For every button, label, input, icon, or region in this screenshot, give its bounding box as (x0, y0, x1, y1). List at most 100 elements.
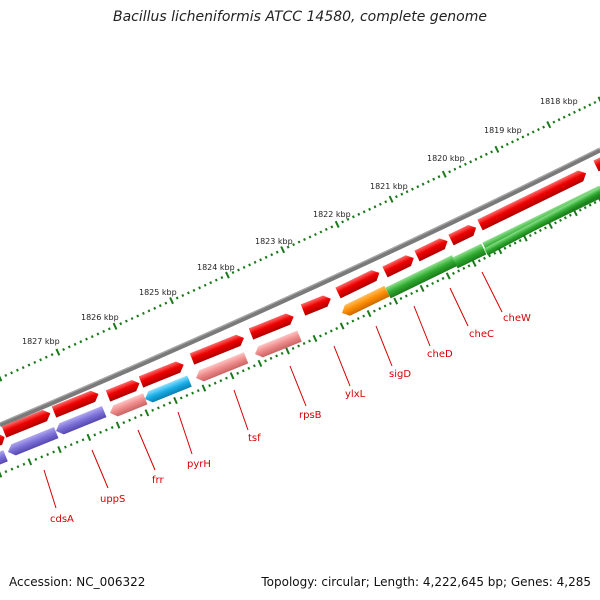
lower-scale-minor-tick (324, 331, 328, 336)
genome-backbone (0, 147, 600, 428)
scale-minor-tick (357, 212, 361, 216)
lower-scale-minor-tick (275, 354, 279, 358)
gene-reverse-cheD[interactable] (385, 255, 458, 299)
gene-reverse-cdsA[interactable] (0, 450, 8, 466)
lower-scale-minor-tick (151, 408, 155, 412)
gene-reverse-sigD[interactable] (339, 285, 390, 319)
gene-forward-14[interactable] (593, 156, 600, 172)
gene-forward-2[interactable] (1, 408, 53, 438)
lower-scale-minor-tick (488, 254, 492, 258)
scale-minor-tick (136, 314, 140, 318)
gene-reverse-cdsA-body[interactable] (6, 426, 59, 458)
lower-scale-minor-tick (241, 369, 245, 373)
lower-scale-minor-tick (269, 356, 273, 360)
scale-minor-tick (231, 270, 235, 275)
gene-label-frr[interactable]: frr (152, 475, 164, 486)
lower-scale-minor-tick (543, 226, 547, 230)
lower-scale-minor-tick (583, 206, 587, 210)
scale-minor-tick (583, 105, 587, 109)
gene-forward-3[interactable] (51, 388, 101, 418)
gene-reverse-uppS[interactable] (54, 405, 107, 437)
scale-major-tick (546, 121, 552, 129)
scale-minor-tick (39, 358, 43, 362)
scale-minor-tick (552, 120, 556, 124)
gene-label-sigD[interactable]: sigD (389, 369, 411, 380)
gene-label-rpsB[interactable]: rpsB (299, 410, 322, 421)
scale-minor-tick (400, 192, 404, 196)
lower-scale-minor-tick (196, 389, 200, 393)
scale-minor-tick (384, 200, 388, 204)
scale-minor-tick (44, 355, 48, 359)
scale-minor-tick (130, 317, 134, 321)
gene-label-ylxL[interactable]: ylxL (345, 389, 366, 400)
scale-minor-tick (405, 190, 409, 194)
gene-label-cheC[interactable]: cheC (469, 329, 494, 340)
gene-forward-7[interactable] (248, 311, 296, 340)
lower-scale-minor-tick (508, 244, 512, 248)
gene-label-uppS[interactable]: uppS (100, 494, 125, 505)
scale-minor-tick (562, 115, 566, 119)
scale-minor-tick (531, 130, 535, 134)
gene-reverse-tsf[interactable] (194, 352, 249, 383)
scale-major-tick (55, 348, 61, 356)
lower-scale-minor-tick (503, 246, 507, 250)
gene-reverse-pyrH[interactable] (143, 375, 192, 404)
gene-label-leaders (43, 271, 503, 509)
lower-scale-minor-tick (452, 271, 455, 275)
gene-reverse-cheW-lower[interactable] (484, 187, 600, 256)
gene-label-pyrH[interactable]: pyrH (187, 459, 211, 470)
gene-label-cheW[interactable]: cheW (503, 313, 531, 324)
lower-scale-minor-tick (185, 393, 189, 398)
lower-scale-minor-tick (46, 453, 50, 456)
lower-scale-minor-tick (477, 259, 481, 263)
forward-strand-genes (0, 156, 600, 447)
gene-forward-4[interactable] (105, 378, 142, 402)
lower-scale-minor-tick (34, 457, 38, 461)
lower-scale-minor-tick (133, 416, 137, 420)
scale-minor-tick (426, 180, 430, 184)
lower-scale-minor-tick (40, 455, 44, 459)
lower-scale-minor-tick (399, 296, 403, 301)
scale-minor-tick (181, 293, 185, 298)
lower-scale-major-tick (144, 409, 150, 417)
lower-scale-minor-tick (16, 465, 20, 469)
gene-forward-11[interactable] (414, 236, 450, 262)
lower-scale-minor-tick (208, 384, 212, 388)
lower-scale-minor-tick (236, 371, 240, 375)
gene-forward-9[interactable] (335, 267, 382, 299)
gene-label-tsf[interactable]: tsf (248, 433, 261, 444)
scale-major-tick (112, 322, 118, 330)
gene-forward-12[interactable] (448, 222, 478, 246)
scale-minor-tick (469, 160, 473, 164)
gene-reverse-rpsB[interactable] (253, 330, 302, 359)
lower-scale-minor-tick (335, 326, 339, 331)
gene-label-cdsA[interactable]: cdsA (50, 514, 74, 525)
gene-forward-13[interactable] (477, 168, 588, 231)
gene-label-cheD[interactable]: cheD (427, 349, 453, 360)
gene-forward-1[interactable] (0, 432, 7, 447)
gene-reverse-frr[interactable] (108, 393, 148, 418)
gene-reverse-cheC[interactable] (452, 243, 487, 269)
scale-minor-tick (421, 182, 425, 186)
lower-scale-major-tick (366, 309, 372, 318)
lower-scale-major-tick (257, 359, 263, 368)
gene-forward-10[interactable] (382, 253, 416, 278)
gene-forward-5[interactable] (138, 359, 186, 388)
lower-scale-minor-tick (362, 314, 366, 318)
accession-text: Accession: NC_006322 (9, 575, 146, 589)
lower-scale-minor-tick (128, 418, 132, 422)
scale-minor-tick (567, 113, 571, 117)
gene-forward-6[interactable] (189, 332, 246, 365)
lower-scale-major-tick (86, 433, 92, 441)
lower-scale-major-tick (201, 384, 207, 392)
lower-scale-minor-tick (225, 376, 228, 380)
scale-minor-tick (237, 268, 240, 272)
lower-tick-track (0, 196, 600, 478)
lower-scale-minor-tick (563, 216, 567, 220)
lower-scale-minor-tick (247, 366, 251, 370)
scale-major-tick (169, 296, 174, 305)
scale-minor-tick (286, 245, 290, 249)
lower-scale-major-tick (497, 247, 503, 255)
lower-scale-minor-tick (93, 433, 97, 437)
gene-forward-8[interactable] (300, 293, 333, 316)
